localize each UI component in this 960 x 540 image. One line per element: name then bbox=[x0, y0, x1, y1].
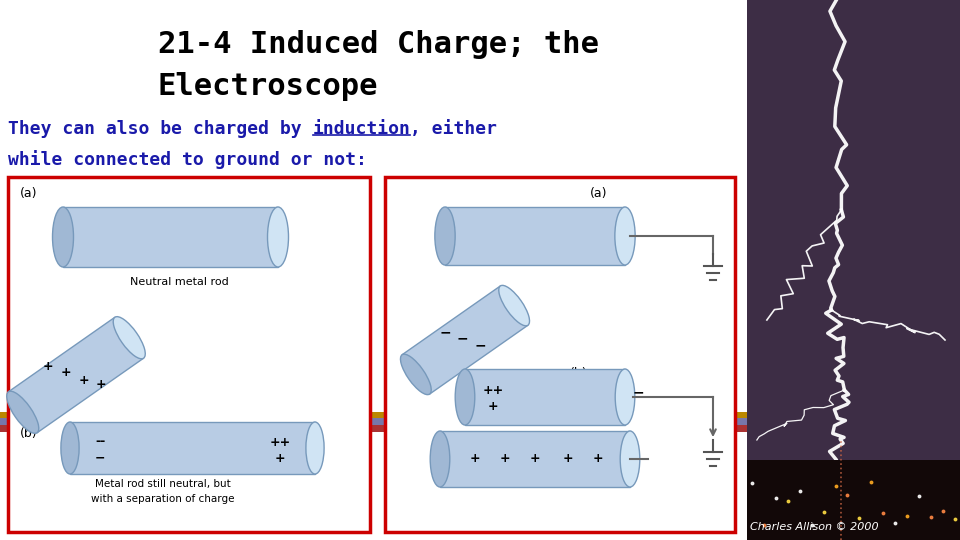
Text: Charles Allison © 2000: Charles Allison © 2000 bbox=[750, 522, 878, 532]
Ellipse shape bbox=[113, 316, 145, 359]
Text: ++: ++ bbox=[482, 383, 504, 396]
Bar bbox=[747, 0, 960, 540]
Ellipse shape bbox=[400, 354, 431, 395]
Bar bbox=[445, 207, 625, 265]
Ellipse shape bbox=[268, 207, 289, 267]
Bar bbox=[0, 418, 747, 425]
Bar bbox=[465, 369, 625, 425]
Bar bbox=[402, 286, 528, 394]
Text: −: − bbox=[439, 325, 451, 339]
Text: +: + bbox=[275, 451, 285, 464]
Bar bbox=[0, 412, 747, 418]
Text: (a): (a) bbox=[590, 187, 608, 200]
Text: +: + bbox=[592, 453, 603, 465]
Text: +: + bbox=[96, 379, 107, 392]
Text: −: − bbox=[474, 338, 486, 352]
Text: +: + bbox=[79, 374, 89, 387]
Ellipse shape bbox=[306, 422, 324, 474]
Ellipse shape bbox=[430, 431, 450, 487]
Text: +: + bbox=[469, 453, 480, 465]
Bar bbox=[385, 177, 735, 532]
Text: --: -- bbox=[95, 435, 106, 449]
Text: (b): (b) bbox=[20, 427, 37, 440]
Text: 21-4 Induced Charge; the: 21-4 Induced Charge; the bbox=[158, 30, 599, 59]
Ellipse shape bbox=[7, 391, 38, 434]
Ellipse shape bbox=[60, 422, 79, 474]
Ellipse shape bbox=[435, 207, 455, 265]
Bar bbox=[9, 317, 144, 433]
Text: +: + bbox=[60, 367, 71, 380]
Bar bbox=[747, 460, 960, 540]
Ellipse shape bbox=[455, 369, 475, 425]
Text: Neutral metal rod: Neutral metal rod bbox=[130, 277, 228, 287]
Text: They can also be charged by: They can also be charged by bbox=[8, 120, 313, 138]
Text: −: − bbox=[633, 385, 644, 399]
Bar bbox=[63, 207, 278, 267]
Text: while connected to ground or not:: while connected to ground or not: bbox=[8, 150, 367, 169]
Ellipse shape bbox=[53, 207, 74, 267]
Text: +: + bbox=[42, 361, 54, 374]
Text: −: − bbox=[95, 451, 106, 464]
Bar bbox=[8, 177, 370, 532]
Text: −: − bbox=[456, 331, 468, 345]
Ellipse shape bbox=[620, 431, 639, 487]
Ellipse shape bbox=[615, 369, 635, 425]
Text: induction: induction bbox=[313, 120, 410, 138]
Text: +: + bbox=[500, 453, 511, 465]
Bar bbox=[0, 425, 747, 432]
Text: (b): (b) bbox=[570, 367, 588, 380]
Ellipse shape bbox=[499, 285, 530, 326]
Text: Electroscope: Electroscope bbox=[158, 72, 378, 101]
Bar bbox=[70, 422, 315, 474]
Text: , either: , either bbox=[410, 120, 497, 138]
Text: ++: ++ bbox=[270, 435, 291, 449]
Ellipse shape bbox=[614, 207, 636, 265]
Bar bbox=[440, 431, 630, 487]
Text: +: + bbox=[530, 453, 540, 465]
Text: Metal rod still neutral, but: Metal rod still neutral, but bbox=[95, 479, 230, 489]
Text: +: + bbox=[563, 453, 573, 465]
Text: with a separation of charge: with a separation of charge bbox=[91, 494, 235, 504]
Text: +: + bbox=[488, 400, 498, 413]
Text: (a): (a) bbox=[20, 187, 37, 200]
